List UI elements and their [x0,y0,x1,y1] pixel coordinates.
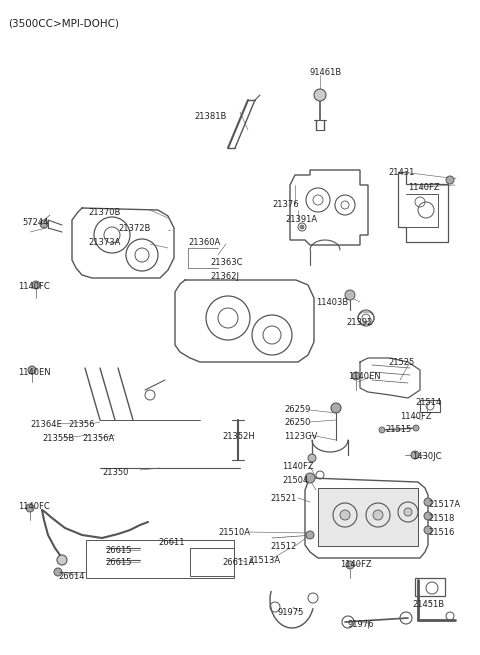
Text: 26250: 26250 [284,418,311,427]
Text: 26611: 26611 [158,538,184,547]
Text: 1430JC: 1430JC [412,452,442,461]
Circle shape [308,454,316,462]
Text: 21514: 21514 [415,398,441,407]
Text: 1140FZ: 1140FZ [408,183,440,192]
Text: 21372B: 21372B [118,224,150,233]
Text: 91976: 91976 [348,620,374,629]
Circle shape [28,366,36,374]
Text: 21515: 21515 [385,425,411,434]
Circle shape [413,425,419,431]
Circle shape [424,512,432,520]
Text: 21363C: 21363C [210,258,242,267]
Text: 1140FC: 1140FC [18,282,50,291]
Text: 21362J: 21362J [210,272,239,281]
Text: 1140FC: 1140FC [18,502,50,511]
Circle shape [305,473,315,483]
Text: 21516: 21516 [428,528,455,537]
Circle shape [32,281,40,289]
Text: (3500CC>MPI-DOHC): (3500CC>MPI-DOHC) [8,18,119,28]
Text: 1140FZ: 1140FZ [400,412,432,421]
Circle shape [352,372,360,380]
Text: 1140FZ: 1140FZ [282,462,313,471]
Text: 21518: 21518 [428,514,455,523]
Circle shape [404,508,412,516]
Text: 21510A: 21510A [218,528,250,537]
Circle shape [345,290,355,300]
Text: 26615: 26615 [105,558,132,567]
Circle shape [40,220,48,228]
Text: 1140EN: 1140EN [348,372,381,381]
Text: 91975: 91975 [278,608,304,617]
Text: 21517A: 21517A [428,500,460,509]
Text: 21504: 21504 [282,476,308,485]
Text: 21512: 21512 [270,542,296,551]
Circle shape [300,225,304,229]
Text: 21356: 21356 [68,420,95,429]
Text: 21364E: 21364E [30,420,62,429]
Text: 21356A: 21356A [82,434,114,443]
Text: 26615: 26615 [105,546,132,555]
Circle shape [26,504,34,512]
Text: 21360A: 21360A [188,238,220,247]
Text: 21350: 21350 [102,468,128,477]
Circle shape [306,531,314,539]
Text: 21431: 21431 [388,168,414,177]
Circle shape [57,555,67,565]
Text: 57244: 57244 [22,218,48,227]
Text: 26611A: 26611A [222,558,254,567]
Circle shape [424,526,432,534]
Text: 26259: 26259 [284,405,311,414]
Text: 21513A: 21513A [248,556,280,565]
Text: 11403B: 11403B [316,298,348,307]
Circle shape [340,510,350,520]
Circle shape [379,427,385,433]
Text: 21392: 21392 [346,318,372,327]
Text: 1123GV: 1123GV [284,432,317,441]
Circle shape [331,403,341,413]
Text: 1140FZ: 1140FZ [340,560,372,569]
Text: 21373A: 21373A [88,238,120,247]
Circle shape [424,498,432,506]
Bar [318,488,418,546]
Text: 21521: 21521 [270,494,296,503]
Bar [190,548,234,576]
Text: 21370B: 21370B [88,208,120,217]
Text: 91461B: 91461B [310,68,342,77]
Text: 21355B: 21355B [42,434,74,443]
Bar [420,400,440,412]
Circle shape [346,561,354,569]
Circle shape [411,451,419,459]
Circle shape [314,89,326,101]
Text: 21376: 21376 [272,200,299,209]
Bar [415,578,445,596]
Text: 21525: 21525 [388,358,414,367]
Bar [318,488,418,546]
Text: 21352H: 21352H [222,432,255,441]
Text: 21451B: 21451B [412,600,444,609]
Text: 21391A: 21391A [285,215,317,224]
Text: 26614: 26614 [58,572,84,581]
Text: 1140EN: 1140EN [18,368,50,377]
Circle shape [54,568,62,576]
Text: 21381B: 21381B [194,112,227,121]
Circle shape [373,510,383,520]
Circle shape [446,176,454,184]
Bar [86,540,234,578]
